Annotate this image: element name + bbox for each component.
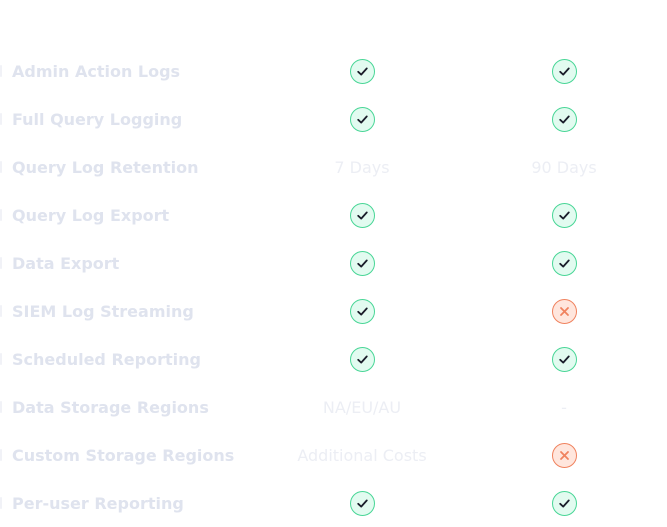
plan-b-cell (474, 58, 654, 84)
feature-label: SIEM Log Streaming (12, 301, 194, 321)
feature-label: Query Log Retention (12, 157, 199, 177)
plan-a-cell (272, 58, 452, 84)
feature-label: Admin Action Logs (12, 61, 181, 81)
plan-b-cell (474, 490, 654, 516)
feature-label: Query Log Export (12, 205, 170, 225)
table-row: Query Log Export (0, 191, 667, 239)
feature-label: Custom Storage Regions (12, 445, 235, 465)
check-icon (551, 58, 577, 84)
plan-b-cell (474, 106, 654, 132)
plan-b-cell (474, 346, 654, 372)
table-row: Query Log Retention 7 Days 90 Days (0, 143, 667, 191)
plan-a-cell: NA/EU/AU (272, 398, 452, 417)
plan-a-cell (272, 298, 452, 324)
plan-a-cell: Additional Costs (272, 446, 452, 465)
check-icon (349, 490, 375, 516)
table-row: Data Storage Regions NA/EU/AU - (0, 383, 667, 431)
feature-label: Full Query Logging (12, 109, 183, 129)
feature-label: Per-user Reporting (12, 493, 184, 513)
value-text: 90 Days (531, 157, 597, 177)
plan-b-cell (474, 442, 654, 468)
value-text: 7 Days (334, 157, 390, 177)
check-icon (349, 298, 375, 324)
feature-label: Scheduled Reporting (12, 349, 201, 369)
table-row: Full Query Logging (0, 95, 667, 143)
table-row: Custom Storage Regions Additional Costs (0, 431, 667, 479)
table-row: Data Export (0, 239, 667, 287)
cross-icon (551, 298, 577, 324)
check-icon (349, 106, 375, 132)
feature-comparison-table: Admin Action Logs Full Query Logging Que… (0, 47, 667, 527)
value-text: NA/EU/AU (322, 397, 402, 417)
check-icon (551, 346, 577, 372)
check-icon (349, 202, 375, 228)
check-icon (551, 202, 577, 228)
check-icon (551, 106, 577, 132)
cross-icon (551, 442, 577, 468)
plan-a-cell (272, 250, 452, 276)
feature-label: Data Export (12, 253, 120, 273)
table-row: SIEM Log Streaming (0, 287, 667, 335)
plan-a-cell (272, 106, 452, 132)
plan-a-cell (272, 202, 452, 228)
plan-b-cell (474, 202, 654, 228)
table-row: Scheduled Reporting (0, 335, 667, 383)
plan-b-cell (474, 298, 654, 324)
plan-a-cell (272, 346, 452, 372)
plan-b-cell: 90 Days (474, 158, 654, 177)
check-icon (551, 490, 577, 516)
check-icon (349, 346, 375, 372)
table-row: Admin Action Logs (0, 47, 667, 95)
table-row: Per-user Reporting (0, 479, 667, 527)
feature-label: Data Storage Regions (12, 397, 209, 417)
plan-b-cell (474, 250, 654, 276)
plan-a-cell (272, 490, 452, 516)
check-icon (349, 58, 375, 84)
check-icon (551, 250, 577, 276)
value-text: - (561, 397, 567, 417)
value-text: Additional Costs (297, 445, 427, 465)
plan-b-cell: - (474, 398, 654, 417)
check-icon (349, 250, 375, 276)
plan-a-cell: 7 Days (272, 158, 452, 177)
